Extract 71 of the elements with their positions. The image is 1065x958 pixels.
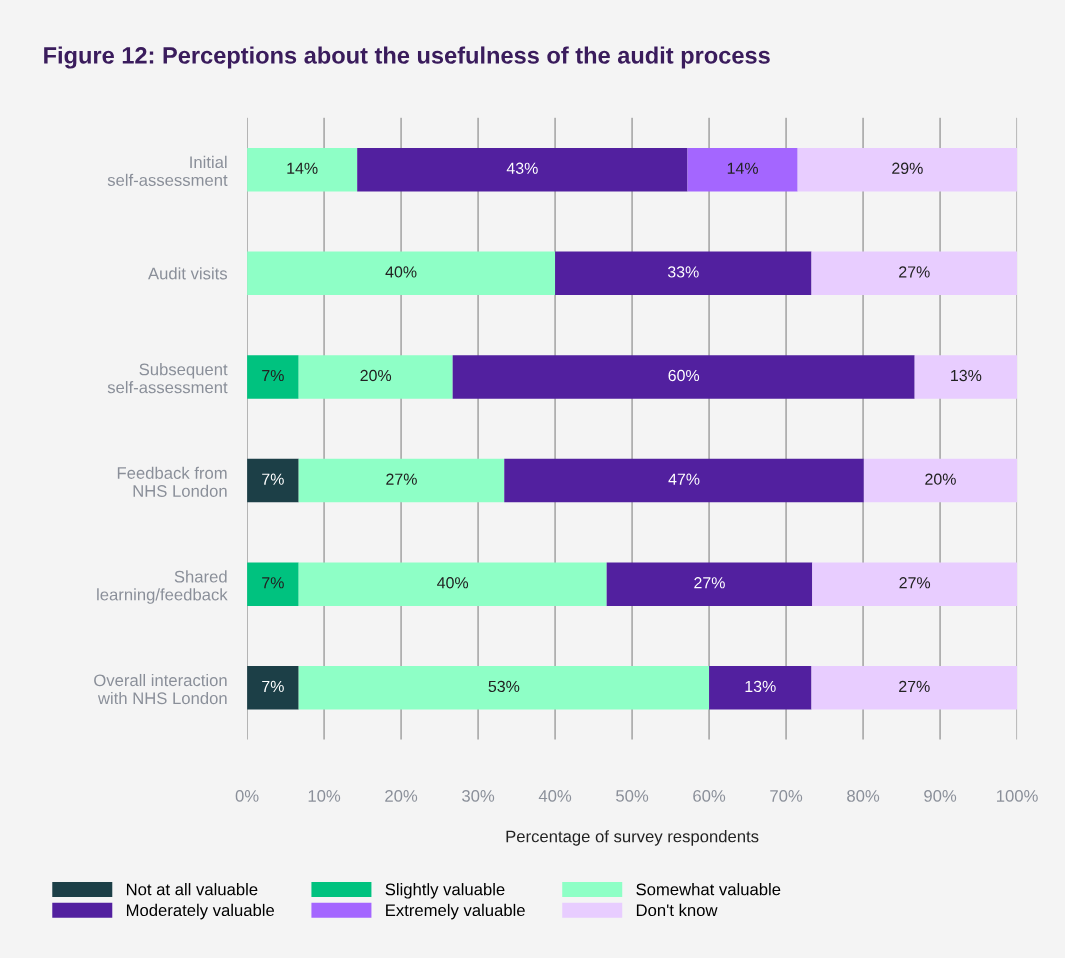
data-label: 27% [694, 577, 725, 589]
chart-title: Figure 12: Perceptions about the usefulness of the audit process [44, 46, 770, 69]
bar [452, 355, 915, 399]
data-label: 7% [262, 680, 284, 692]
data-label: 14% [287, 162, 318, 174]
bar [812, 562, 1018, 606]
data-label: 53% [488, 680, 520, 693]
x-tick-label: 100% [997, 790, 1038, 802]
bar [247, 355, 299, 399]
y-tick-label: Shared learning/feedback [97, 570, 228, 604]
data-label: 13% [951, 369, 982, 382]
data-label: 43% [506, 162, 538, 174]
bar [298, 355, 453, 399]
bar [247, 147, 358, 192]
x-tick-label: 30% [462, 790, 495, 802]
data-label: 27% [386, 473, 417, 485]
y-tick-label: Feedback from NHS London [117, 466, 227, 497]
legend-label: Not at all valuable [126, 883, 258, 896]
legend-label: Somewhat valuable [636, 883, 781, 896]
data-label: 60% [668, 369, 700, 382]
data-label: 47% [668, 473, 700, 485]
bar [247, 458, 299, 503]
y-tick-label: Audit visits [148, 267, 228, 280]
y-tick-label: Subsequent self-assessment [107, 363, 228, 394]
bar [555, 251, 812, 296]
legend-label: Don't know [636, 903, 718, 917]
bar [247, 251, 556, 296]
data-label: 13% [745, 680, 776, 693]
bar [811, 251, 1018, 296]
bar [247, 666, 299, 710]
x-tick-label: 60% [693, 790, 726, 802]
data-label: 33% [667, 266, 699, 278]
data-label: 20% [360, 369, 392, 382]
bar [709, 666, 812, 710]
legend-label: Extremely valuable [386, 903, 525, 920]
bar [914, 355, 1018, 399]
bar [811, 666, 1018, 710]
bar [797, 147, 1018, 192]
data-label: 29% [892, 162, 923, 174]
x-tick-label: 70% [770, 790, 803, 802]
bar [247, 562, 299, 606]
bar [298, 666, 710, 710]
data-label: 40% [385, 266, 417, 278]
x-axis-title: Percentage of survey respondents [506, 830, 759, 846]
bar [357, 147, 688, 192]
data-label: 14% [727, 162, 758, 174]
x-tick-label: 10% [308, 790, 341, 802]
data-label: 27% [899, 577, 931, 589]
bar [298, 458, 505, 503]
data-label: 27% [899, 680, 930, 692]
bar [863, 458, 1018, 503]
bar [606, 562, 813, 606]
bar [504, 458, 864, 503]
legend-label: Moderately valuable [126, 903, 275, 920]
x-tick-label: 20% [385, 790, 418, 802]
data-label: 40% [437, 577, 469, 589]
x-tick-label: 90% [924, 790, 957, 802]
data-label: 7% [262, 473, 284, 485]
x-tick-label: 0% [235, 790, 259, 802]
y-tick-label: Overall interaction with NHS London [94, 673, 227, 705]
data-label: 7% [262, 577, 284, 589]
x-tick-label: 40% [538, 790, 572, 802]
data-label: 7% [262, 369, 284, 382]
bar [687, 147, 798, 192]
data-label: 27% [899, 266, 930, 278]
data-label: 20% [925, 473, 956, 485]
x-tick-label: 50% [616, 790, 649, 802]
legend-label: Slightly valuable [385, 883, 505, 899]
bar [298, 562, 607, 606]
y-tick-label: Initial self-assessment [107, 155, 228, 187]
x-tick-label: 80% [847, 790, 880, 802]
